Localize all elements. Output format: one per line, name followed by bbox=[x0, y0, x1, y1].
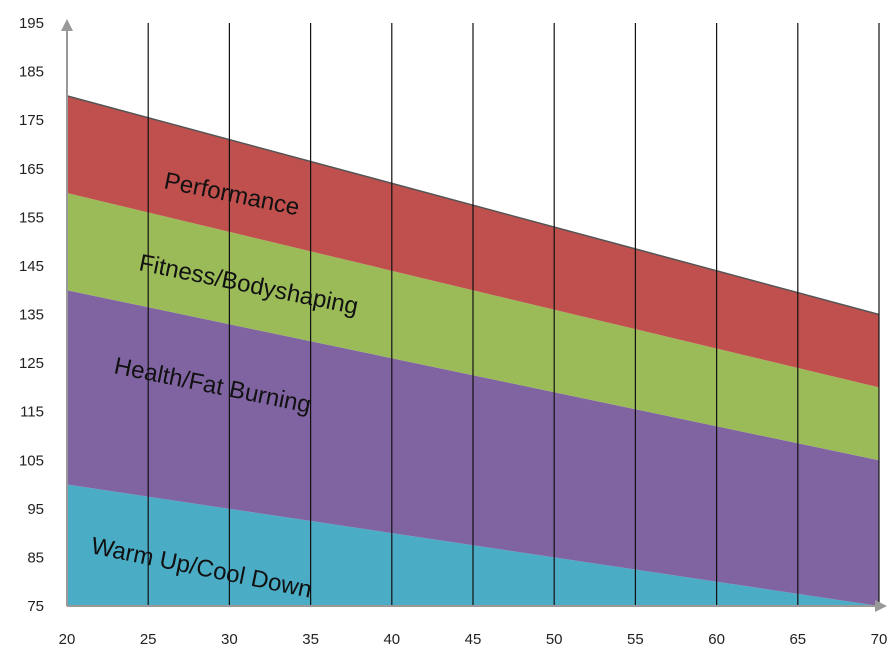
zone-area-0 bbox=[67, 484, 879, 606]
x-tick-label-60: 60 bbox=[708, 631, 725, 648]
y-tick-label-115: 115 bbox=[20, 404, 44, 421]
x-axis-arrow bbox=[875, 600, 887, 612]
x-tick-labels: 20 25 30 35 40 45 50 55 60 65 70 bbox=[59, 631, 888, 648]
x-tick-label-25: 25 bbox=[140, 631, 157, 648]
x-tick-label-40: 40 bbox=[383, 631, 400, 648]
x-tick-label-65: 65 bbox=[789, 631, 806, 648]
y-tick-label-135: 135 bbox=[19, 307, 44, 324]
y-axis-arrow bbox=[61, 19, 73, 31]
y-tick-label-155: 155 bbox=[19, 209, 44, 226]
y-tick-label-75: 75 bbox=[27, 598, 44, 615]
x-tick-label-35: 35 bbox=[302, 631, 319, 648]
y-tick-label-95: 95 bbox=[27, 501, 44, 518]
vertical-gridlines bbox=[147, 23, 880, 606]
x-tick-label-20: 20 bbox=[59, 631, 76, 648]
x-tick-label-70: 70 bbox=[871, 631, 888, 648]
y-tick-label-125: 125 bbox=[19, 355, 44, 372]
y-tick-label-145: 145 bbox=[19, 258, 44, 275]
y-tick-labels: 75 85 95 105 115 125 135 145 155 165 175 185 195 bbox=[19, 15, 44, 615]
y-tick-label-185: 185 bbox=[19, 64, 44, 81]
y-tick-label-195: 195 bbox=[19, 15, 44, 32]
y-tick-label-105: 105 bbox=[19, 452, 44, 469]
x-tick-label-55: 55 bbox=[627, 631, 644, 648]
x-tick-label-45: 45 bbox=[465, 631, 482, 648]
x-tick-label-50: 50 bbox=[546, 631, 563, 648]
y-tick-label-85: 85 bbox=[27, 549, 44, 566]
y-tick-label-165: 165 bbox=[19, 161, 44, 178]
y-tick-label-175: 175 bbox=[19, 112, 44, 129]
axes bbox=[61, 19, 887, 612]
x-tick-label-30: 30 bbox=[221, 631, 238, 648]
